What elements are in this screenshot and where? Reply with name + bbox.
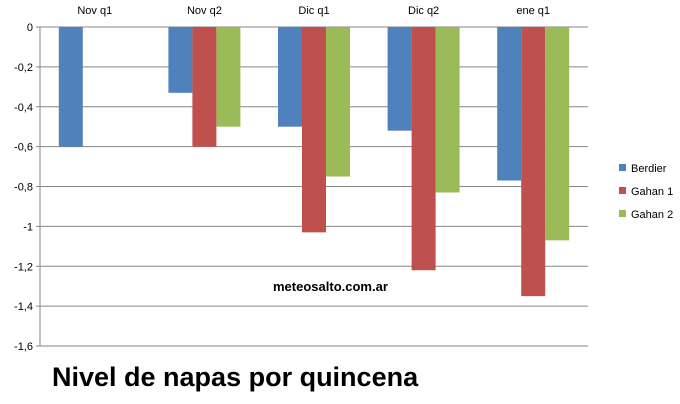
- category-label: Dic q2: [408, 5, 439, 17]
- y-tick-label: -1,4: [14, 301, 33, 313]
- y-tick-label: -0,6: [14, 142, 33, 154]
- legend-label: Gahan 2: [631, 209, 673, 221]
- legend-swatch: [619, 210, 626, 217]
- legend-swatch: [619, 164, 626, 171]
- category-label: Dic q1: [298, 5, 329, 17]
- y-tick-label: -1,6: [14, 341, 33, 353]
- bar-gahan-1-3: [302, 27, 326, 233]
- bar-berdier-3: [278, 27, 302, 127]
- bar-berdier-4: [387, 27, 412, 131]
- y-tick-label: -1: [23, 221, 33, 233]
- legend-label: Gahan 1: [631, 186, 673, 198]
- bar-gahan-2-5: [545, 27, 570, 241]
- y-tick-labels: 0 -0,2 -0,4 -0,6 -0,8 -1 -1,2 -1,4 -1,6: [14, 22, 33, 353]
- legend-label: Berdier: [631, 163, 667, 175]
- category-label: Nov q2: [187, 5, 222, 17]
- y-tick-label: -0,2: [14, 62, 33, 74]
- watermark-text: meteosalto.com.ar: [273, 279, 388, 294]
- bars: [58, 27, 570, 297]
- bar-gahan-2-2: [216, 27, 241, 127]
- bar-berdier-1: [58, 27, 83, 147]
- chart-title: Nivel de napas por quincena: [52, 362, 419, 392]
- y-tick-label: -1,2: [14, 261, 33, 273]
- y-tick-label: -0,8: [14, 182, 33, 194]
- bar-berdier-5: [497, 27, 522, 181]
- y-tick-label: -0,4: [14, 102, 33, 114]
- category-label: ene q1: [516, 5, 550, 17]
- bar-gahan-1-2: [192, 27, 217, 147]
- bar-gahan-1-5: [521, 27, 546, 297]
- y-tick-label: 0: [27, 22, 33, 34]
- category-label: Nov q1: [77, 5, 112, 17]
- legend: Berdier Gahan 1 Gahan 2: [619, 163, 673, 221]
- legend-swatch: [619, 187, 626, 194]
- bar-gahan-2-4: [435, 27, 460, 193]
- bar-gahan-2-3: [326, 27, 350, 177]
- bar-berdier-2: [168, 27, 193, 93]
- bar-gahan-1-4: [411, 27, 436, 271]
- category-labels: Nov q1 Nov q2 Dic q1 Dic q2 ene q1: [77, 5, 550, 17]
